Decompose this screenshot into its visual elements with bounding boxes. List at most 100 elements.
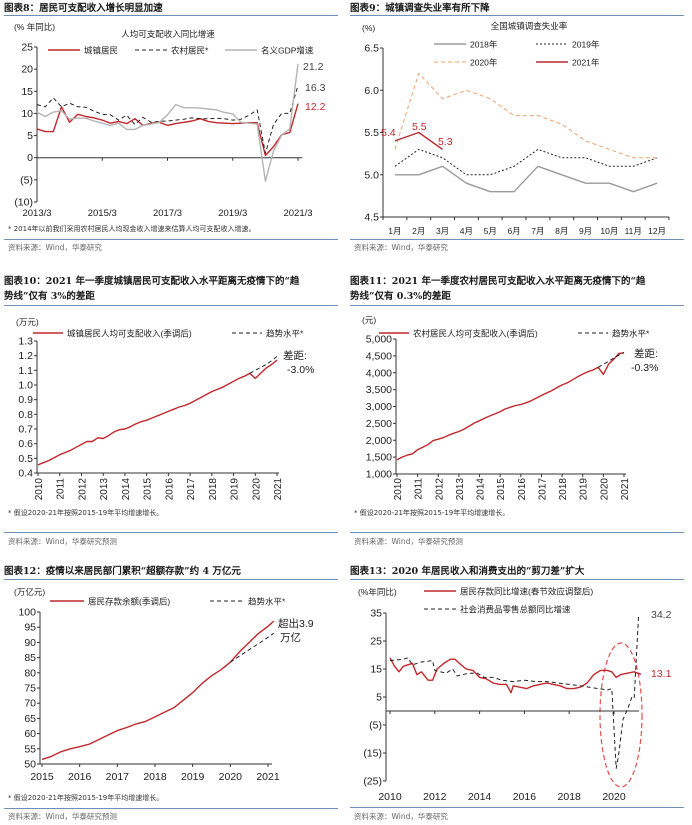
x-tick-label: 2014 bbox=[468, 791, 492, 803]
y-tick-label: 3,000 bbox=[366, 401, 392, 413]
legend-label: 农村居民* bbox=[171, 46, 209, 56]
y-axis-unit-label: (元) bbox=[362, 315, 376, 325]
series-line-2 bbox=[394, 148, 658, 176]
x-tick-label: 8月 bbox=[555, 226, 568, 236]
x-tick-label: 2019 bbox=[579, 478, 590, 501]
y-tick-label: 0.7 bbox=[18, 424, 33, 436]
x-tick-label: 2016 bbox=[164, 478, 175, 501]
x-tick-label: 2017 bbox=[537, 478, 548, 501]
legend-label: 趋势水平* bbox=[248, 597, 286, 607]
y-tick-label: 15 bbox=[370, 664, 382, 676]
divider bbox=[4, 239, 338, 240]
figure-heading-line2: 势线”仅有 0.3%的差距 bbox=[350, 291, 451, 302]
data-annotation: 5.4 bbox=[381, 127, 396, 139]
data-annotation: 34.2 bbox=[651, 609, 672, 621]
data-annotation: 超出3.9 bbox=[278, 617, 314, 630]
series-line-2 bbox=[249, 356, 278, 374]
x-tick-label: 2017/3 bbox=[153, 208, 182, 219]
y-tick-label: 65 bbox=[24, 713, 36, 725]
y-tick-label: 1.2 bbox=[18, 350, 33, 362]
figure-12-panel: 图表12：疫情以来居民部门累积“超额存款”约 4 万亿元 50 55 60 65 70 7… bbox=[0, 560, 346, 825]
y-tick-label: 10 bbox=[21, 108, 33, 120]
y-tick-label: 1.0 bbox=[18, 380, 33, 392]
y-tick-label: 80 bbox=[24, 667, 36, 679]
y-tick-label: 4,500 bbox=[366, 350, 392, 362]
divider bbox=[350, 239, 684, 240]
divider bbox=[350, 532, 684, 533]
legend-label: 趋势水平* bbox=[612, 329, 650, 339]
y-tick-label: 95 bbox=[24, 622, 36, 634]
source-note: 资料来源：Wind，华泰研究 bbox=[354, 812, 448, 821]
x-tick-label: 2013 bbox=[99, 478, 110, 501]
y-tick-label: 20 bbox=[21, 64, 33, 76]
x-tick-label: 2021 bbox=[620, 478, 631, 501]
legend-label: 2021年 bbox=[572, 58, 600, 68]
x-tick-label: 2017 bbox=[186, 478, 197, 501]
data-annotation: 差距: bbox=[634, 347, 658, 360]
x-tick-label: 2月 bbox=[412, 226, 425, 236]
y-tick-label: 75 bbox=[24, 683, 36, 695]
x-tick-label: 2019 bbox=[181, 771, 205, 783]
deposit-vs-retail-chart: (25) (15) (5) 5 15 25 35 2010 2012 2014 2016 2018 20… bbox=[358, 587, 672, 804]
data-annotation: -0.3% bbox=[631, 362, 658, 374]
y-tick-label: 1.3 bbox=[18, 336, 33, 348]
x-tick-label: 2021/3 bbox=[283, 208, 312, 219]
series-line-4 bbox=[394, 131, 444, 150]
x-tick-label: 11月 bbox=[625, 226, 642, 236]
divider bbox=[4, 579, 338, 580]
y-tick-label: 60 bbox=[24, 728, 36, 740]
y-tick-label: (25) bbox=[363, 776, 382, 788]
rural-income-chart: 1,000 1,500 2,000 2,500 3,000 3,500 4,000 4,500… bbox=[362, 315, 658, 501]
x-tick-label: 1月 bbox=[388, 226, 401, 236]
x-tick-label: 2014 bbox=[476, 478, 487, 501]
x-tick-label: 2011 bbox=[414, 478, 425, 500]
y-tick-label: 100 bbox=[18, 607, 36, 619]
figure-heading: 图表13：2020 年居民收入和消费支出的“剪刀差”扩大 bbox=[350, 566, 585, 577]
x-tick-label: 2015 bbox=[30, 771, 54, 783]
x-tick-label: 7月 bbox=[531, 226, 544, 236]
x-tick-label: 2015 bbox=[143, 478, 154, 501]
divider bbox=[4, 808, 338, 809]
divider bbox=[350, 305, 684, 306]
series-line-3 bbox=[394, 72, 658, 159]
footnote: * 假设2020-21年按照2015-19年平均增速增长。 bbox=[354, 509, 510, 517]
footnote: * 假设2020-21年按照2015-19年平均增速增长。 bbox=[8, 509, 164, 517]
x-tick-label: 10月 bbox=[600, 226, 618, 236]
y-tick-label: 70 bbox=[24, 698, 36, 710]
divider bbox=[350, 807, 684, 808]
income-growth-chart: (10) (5) 0 5 10 15 20 25 2013/3 2015/3 2017/3 2019/… bbox=[14, 22, 326, 219]
x-tick-label: 2012 bbox=[434, 478, 445, 501]
highlight-ellipse bbox=[599, 642, 643, 788]
y-axis-unit-label: (% 年同比) bbox=[14, 22, 55, 32]
x-tick-label: 2018 bbox=[558, 478, 569, 501]
urban-income-chart: 0.4 0.5 0.6 0.7 0.8 0.9 1.0 1.1 1.2 1.3 2010 2011 20… bbox=[16, 317, 314, 501]
y-tick-label: 5.5 bbox=[364, 127, 379, 139]
y-tick-label: 55 bbox=[24, 743, 36, 755]
x-tick-label: 12月 bbox=[648, 226, 666, 236]
y-tick-label: 2,500 bbox=[366, 418, 392, 430]
legend-label: 居民存款余额(季调后) bbox=[88, 597, 170, 607]
legend-label: 2018年 bbox=[470, 40, 498, 50]
figure-heading: 图表9：城镇调查失业率有所下降 bbox=[350, 3, 490, 14]
figure-9-panel: 图表9：城镇调查失业率有所下降 4.5 5.0 5.5 6.0 6.5 1月 2月 3月 4月 5… bbox=[346, 0, 692, 262]
x-tick-label: 4月 bbox=[460, 226, 473, 236]
legend-label: 城镇居民人均可支配收入(季调后) bbox=[67, 329, 192, 339]
y-tick-label: 0 bbox=[27, 152, 33, 164]
series-line-2 bbox=[230, 632, 274, 663]
figure-11-panel: 图表11：2021 年一季度农村居民可支配收入水平距离无疫情下的“趋 势线”仅有… bbox=[346, 270, 692, 555]
divider bbox=[4, 305, 338, 306]
figure-13-panel: 图表13：2020 年居民收入和消费支出的“剪刀差”扩大 (25) (15) (5)… bbox=[346, 560, 692, 825]
footnote: * 假设2020-21年按照2015-19年平均增速增长。 bbox=[8, 794, 164, 802]
series-line-2 bbox=[389, 615, 640, 769]
x-tick-label: 2010 bbox=[393, 478, 404, 501]
y-tick-label: (10) bbox=[14, 197, 33, 209]
source-note: 资料来源：Wind，华泰研究预测 bbox=[8, 812, 117, 821]
footnote: * 2014年以前我们采用农村居民人均现金收入增速来估算人均可支配收入增速。 bbox=[8, 225, 256, 233]
y-tick-label: 1.1 bbox=[18, 365, 33, 377]
figure-heading: 图表12：疫情以来居民部门累积“超额存款”约 4 万亿元 bbox=[4, 566, 241, 577]
legend-label: 城镇居民 bbox=[84, 46, 118, 56]
y-tick-label: 4.5 bbox=[364, 212, 379, 224]
y-tick-label: 25 bbox=[21, 42, 33, 54]
y-tick-label: 2,000 bbox=[366, 435, 392, 447]
x-tick-label: 2010 bbox=[34, 478, 45, 501]
